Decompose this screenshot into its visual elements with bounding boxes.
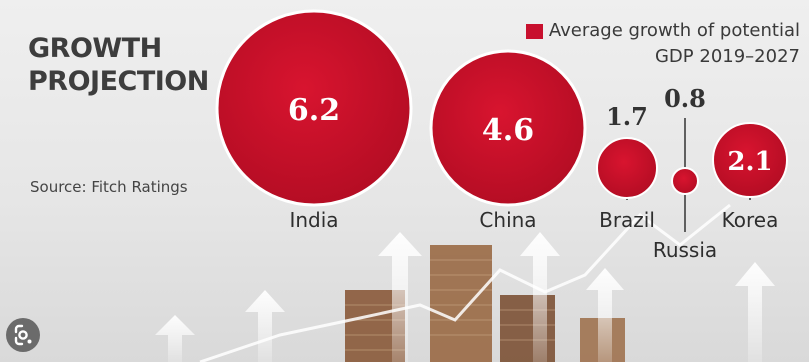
value-label-brazil: 1.7 [606,102,648,131]
legend-label-line-1: Average growth of potential [548,20,800,41]
source-note: Source: Fitch Ratings [30,178,188,196]
chart-title: GROWTH PROJECTION [28,32,209,98]
bubble-korea [712,122,788,198]
rising-arrows-image [155,232,775,362]
legend-label-line-2: GDP 2019–2027 [654,46,800,67]
category-label-india: India [289,208,338,232]
category-label-russia: Russia [653,238,717,262]
bubble-series: 6.2 India 4.6 China 1.7 Brazil 0.8 Russia 2.1 Kor… [215,9,788,262]
value-label-india: 6.2 [288,93,340,128]
google-lens-icon[interactable] [6,318,40,352]
value-label-russia: 0.8 [664,84,706,113]
bubble-china [429,49,587,207]
legend: Average growth of potential GDP 2019–202… [525,18,800,70]
category-label-china: China [479,208,536,232]
coin-stacks-image [345,245,625,362]
category-label-brazil: Brazil [599,208,655,232]
bubble-brazil [596,137,658,199]
title-line-2: PROJECTION [28,66,209,97]
bubble-russia [671,167,699,195]
background-decoration [155,203,775,362]
legend-swatch [525,23,543,39]
title-line-1: GROWTH [28,33,162,64]
category-label-korea: Korea [722,208,779,232]
value-label-korea: 2.1 [727,147,772,177]
lens-glyph [14,324,32,346]
value-label-china: 4.6 [482,113,534,148]
trend-line [199,203,731,362]
bubble-india [215,9,413,207]
